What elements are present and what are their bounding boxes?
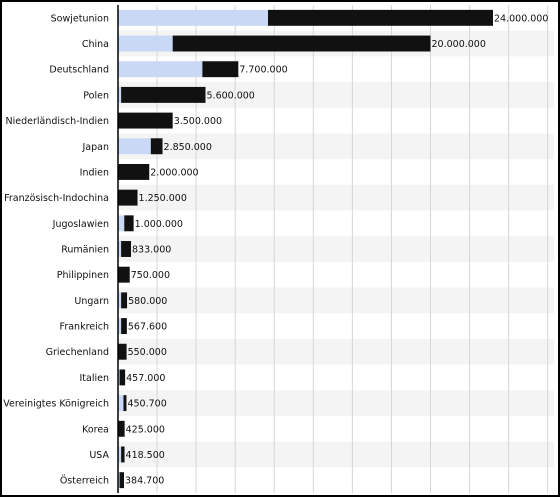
- bar-12: [121, 318, 127, 335]
- bar-5: [150, 138, 163, 155]
- data-label-7: 1.250.000: [139, 193, 187, 204]
- bar-0: [268, 9, 493, 26]
- bar-10: [118, 266, 130, 283]
- category-label-0: Sowjetunion: [51, 13, 109, 24]
- bar-8: [124, 215, 134, 232]
- category-label-13: Griechenland: [46, 347, 109, 358]
- category-label-9: Rumänien: [61, 245, 109, 256]
- bar-light-8: [118, 215, 125, 232]
- row-band: [118, 236, 554, 262]
- bar-light-0: [118, 9, 268, 26]
- category-label-14: Italien: [80, 373, 110, 384]
- data-label-5: 2.850.000: [164, 142, 212, 153]
- category-label-6: Indien: [80, 167, 109, 178]
- bar-6: [118, 163, 150, 180]
- bar-light-3: [118, 86, 122, 103]
- bar-light-1: [118, 35, 173, 52]
- bar-3: [121, 86, 206, 103]
- bar-light-12: [118, 318, 122, 335]
- data-label-11: 580.000: [128, 296, 167, 307]
- category-label-12: Frankreich: [60, 322, 109, 333]
- category-label-7: Französisch-Indochina: [4, 193, 109, 204]
- category-label-10: Philippinen: [57, 270, 109, 281]
- data-label-4: 3.500.000: [174, 116, 222, 127]
- bar-light-9: [118, 241, 122, 257]
- data-label-15: 450.700: [127, 399, 166, 410]
- bar-17: [121, 446, 125, 463]
- bar-15: [123, 395, 127, 412]
- bar-light-14: [118, 369, 120, 386]
- data-label-16: 425.000: [126, 424, 165, 435]
- bar-1: [172, 35, 431, 52]
- category-label-11: Ungarn: [74, 296, 109, 307]
- row-band: [118, 441, 554, 468]
- bar-13: [118, 343, 127, 360]
- data-label-1: 20.000.000: [432, 39, 486, 50]
- bar-light-18: [118, 472, 120, 489]
- bar-16: [118, 420, 125, 437]
- category-label-1: China: [82, 39, 109, 50]
- data-label-17: 418.500: [126, 450, 165, 461]
- bar-11: [121, 292, 128, 309]
- category-label-16: Korea: [82, 424, 109, 435]
- row-band: [118, 287, 554, 314]
- data-label-10: 750.000: [131, 270, 170, 281]
- category-label-15: Vereinigtes Königreich: [3, 399, 109, 410]
- bar-light-5: [118, 138, 151, 155]
- row-band: [118, 338, 554, 365]
- data-label-12: 567.600: [128, 322, 167, 333]
- category-label-3: Polen: [83, 90, 109, 101]
- data-label-2: 7.700.000: [239, 65, 287, 76]
- row-band: [118, 184, 554, 211]
- category-label-4: Niederländisch-Indien: [5, 116, 109, 127]
- category-label-8: Jugoslawien: [52, 219, 109, 230]
- category-label-5: Japan: [82, 142, 110, 153]
- data-label-6: 2.000.000: [150, 167, 198, 178]
- data-label-14: 457.000: [126, 373, 165, 384]
- bar-2: [202, 61, 239, 78]
- category-label-2: Deutschland: [49, 65, 109, 76]
- bar-light-15: [118, 395, 124, 412]
- data-label-13: 550.000: [128, 347, 167, 358]
- bar-7: [118, 189, 138, 206]
- data-label-9: 833.000: [132, 245, 171, 256]
- row-band: [118, 390, 554, 416]
- bar-light-11: [118, 292, 122, 309]
- category-label-17: USA: [89, 450, 109, 461]
- bar-9: [121, 241, 132, 257]
- data-label-8: 1.000.000: [135, 219, 183, 230]
- bar-light-2: [118, 61, 203, 78]
- row-band: [118, 133, 554, 160]
- bar-18: [119, 472, 125, 489]
- data-label-18: 384.700: [125, 476, 164, 487]
- category-label-18: Österreich: [60, 476, 109, 487]
- bar-4: [118, 112, 173, 129]
- data-label-3: 5.600.000: [207, 90, 255, 101]
- bar-light-17: [118, 446, 122, 463]
- data-label-0: 24.000.000: [494, 13, 548, 24]
- bar-14: [119, 369, 126, 386]
